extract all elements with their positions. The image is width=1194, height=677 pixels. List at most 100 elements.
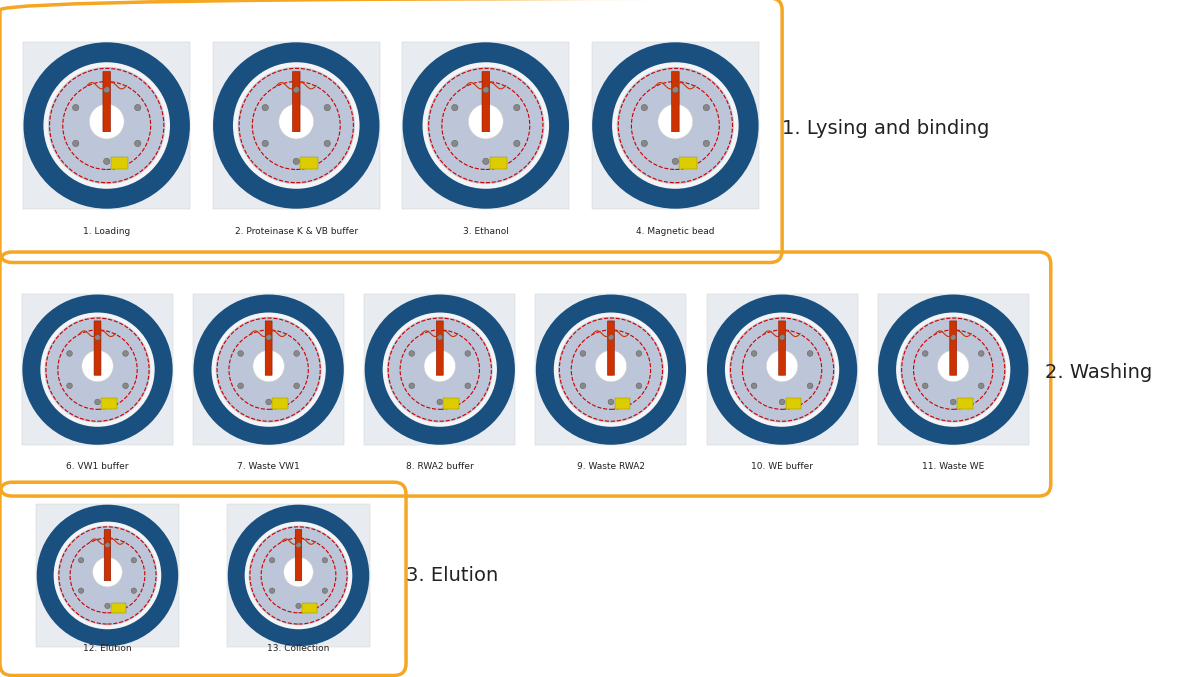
Circle shape: [950, 334, 956, 340]
FancyBboxPatch shape: [436, 321, 443, 375]
FancyBboxPatch shape: [213, 42, 380, 209]
Circle shape: [324, 104, 331, 111]
Circle shape: [513, 140, 521, 147]
Circle shape: [247, 525, 350, 626]
Circle shape: [123, 351, 129, 356]
Text: 3. Ethanol: 3. Ethanol: [463, 227, 509, 236]
Text: 10. WE buffer: 10. WE buffer: [751, 462, 813, 471]
Circle shape: [73, 140, 79, 147]
Circle shape: [641, 140, 647, 147]
FancyBboxPatch shape: [878, 294, 1029, 445]
Text: 2. Washing: 2. Washing: [1045, 363, 1152, 382]
Circle shape: [105, 542, 110, 548]
Circle shape: [47, 66, 167, 185]
Circle shape: [780, 334, 784, 340]
Circle shape: [104, 87, 110, 93]
Circle shape: [672, 87, 678, 93]
Circle shape: [615, 66, 736, 185]
Circle shape: [451, 140, 458, 147]
Circle shape: [73, 104, 79, 111]
Circle shape: [56, 525, 159, 626]
Circle shape: [123, 383, 129, 389]
Circle shape: [266, 399, 271, 405]
FancyBboxPatch shape: [402, 42, 570, 209]
Circle shape: [81, 350, 113, 382]
FancyBboxPatch shape: [295, 529, 302, 581]
Circle shape: [104, 158, 110, 165]
Circle shape: [710, 298, 854, 441]
FancyBboxPatch shape: [265, 321, 272, 375]
Text: 4. Magnetic bead: 4. Magnetic bead: [636, 227, 714, 236]
Circle shape: [482, 158, 490, 165]
FancyBboxPatch shape: [490, 157, 507, 169]
Circle shape: [48, 67, 165, 184]
Circle shape: [636, 351, 642, 356]
Circle shape: [408, 383, 414, 389]
Circle shape: [284, 557, 313, 587]
Text: 1. Loading: 1. Loading: [84, 227, 130, 236]
FancyBboxPatch shape: [227, 504, 370, 647]
Circle shape: [482, 87, 490, 93]
Circle shape: [556, 315, 665, 424]
Circle shape: [293, 158, 300, 165]
Circle shape: [703, 140, 709, 147]
Circle shape: [270, 558, 275, 563]
FancyBboxPatch shape: [956, 398, 973, 409]
Circle shape: [451, 104, 458, 111]
FancyBboxPatch shape: [111, 157, 128, 169]
Circle shape: [780, 399, 784, 405]
Text: 6. VW1 buffer: 6. VW1 buffer: [66, 462, 129, 471]
Circle shape: [580, 383, 586, 389]
Circle shape: [238, 67, 355, 184]
FancyBboxPatch shape: [111, 603, 125, 613]
Circle shape: [437, 399, 443, 405]
FancyBboxPatch shape: [786, 398, 801, 409]
Circle shape: [937, 350, 970, 382]
Circle shape: [636, 383, 642, 389]
FancyBboxPatch shape: [778, 321, 786, 375]
Text: 1. Lysing and binding: 1. Lysing and binding: [782, 119, 990, 138]
Circle shape: [387, 317, 493, 422]
Circle shape: [79, 588, 84, 593]
Circle shape: [728, 315, 836, 424]
Circle shape: [950, 399, 956, 405]
Circle shape: [751, 383, 757, 389]
Circle shape: [248, 525, 349, 626]
Circle shape: [900, 317, 1007, 422]
Circle shape: [216, 317, 321, 422]
Circle shape: [238, 383, 244, 389]
Circle shape: [216, 46, 376, 205]
Circle shape: [899, 315, 1008, 424]
Circle shape: [44, 317, 150, 422]
Circle shape: [427, 67, 544, 184]
Circle shape: [57, 525, 158, 626]
Circle shape: [426, 66, 546, 185]
FancyBboxPatch shape: [302, 603, 316, 613]
FancyBboxPatch shape: [592, 42, 759, 209]
Circle shape: [94, 334, 100, 340]
Circle shape: [324, 140, 331, 147]
Circle shape: [978, 351, 984, 356]
Circle shape: [730, 317, 835, 422]
Text: 8. RWA2 buffer: 8. RWA2 buffer: [406, 462, 474, 471]
Circle shape: [464, 383, 470, 389]
Circle shape: [558, 317, 664, 422]
Circle shape: [197, 298, 340, 441]
Circle shape: [90, 104, 124, 139]
FancyBboxPatch shape: [193, 294, 344, 445]
Circle shape: [881, 298, 1026, 441]
FancyBboxPatch shape: [364, 294, 516, 445]
FancyBboxPatch shape: [94, 321, 101, 375]
Circle shape: [270, 588, 275, 593]
Circle shape: [105, 603, 110, 609]
Circle shape: [468, 104, 504, 139]
Circle shape: [424, 350, 456, 382]
FancyBboxPatch shape: [101, 398, 117, 409]
FancyBboxPatch shape: [21, 294, 173, 445]
Circle shape: [672, 158, 678, 165]
Circle shape: [131, 588, 136, 593]
Circle shape: [608, 334, 614, 340]
Circle shape: [93, 557, 122, 587]
Circle shape: [658, 104, 693, 139]
Circle shape: [135, 104, 141, 111]
